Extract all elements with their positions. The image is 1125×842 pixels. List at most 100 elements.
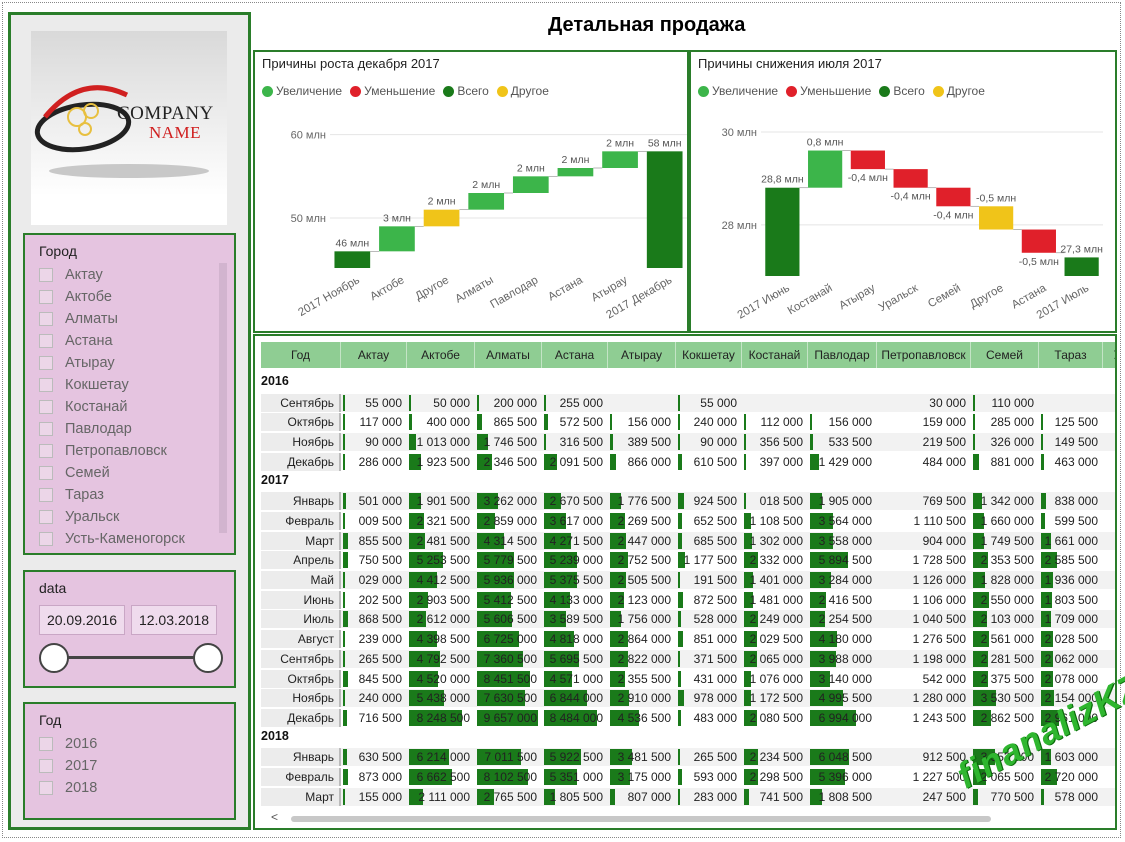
cell-value: 838 000 [1054,494,1098,509]
checkbox-icon[interactable] [39,466,53,480]
waterfall-bar[interactable] [334,251,371,268]
column-header[interactable]: Кокшетау [676,342,742,368]
checkbox-icon[interactable] [39,334,53,348]
column-header[interactable]: У [1103,342,1115,368]
city-option[interactable]: Астана [39,331,113,351]
waterfall-bar[interactable] [936,187,971,207]
year-group-label[interactable]: 2017 [261,472,289,487]
checkbox-icon[interactable] [39,510,53,524]
checkbox-icon[interactable] [39,759,53,773]
checkbox-icon[interactable] [39,444,53,458]
data-label: 3 млн [383,212,411,224]
column-header[interactable]: Петропавловск [877,342,971,368]
waterfall-bar[interactable] [1064,257,1099,276]
value-cell: 3 140 000 [808,669,877,688]
waterfall-bar[interactable] [979,206,1014,230]
month-cell[interactable]: Февраль [261,768,341,786]
month-cell[interactable]: Ноябрь [261,689,341,708]
city-option[interactable]: Петропавловск [39,441,167,461]
column-header[interactable]: Алматы [475,342,542,368]
value-cell: 1 076 000 [742,669,808,688]
city-option[interactable]: Атырау [39,353,115,373]
column-header[interactable]: Костанай [742,342,808,368]
waterfall-bar[interactable] [808,150,843,188]
date-range-start-handle[interactable] [39,643,69,673]
checkbox-icon[interactable] [39,781,53,795]
city-option[interactable]: Уральск [39,507,119,527]
month-cell[interactable]: Май [261,571,341,589]
column-header[interactable]: Актау [341,342,407,368]
checkbox-icon[interactable] [39,737,53,751]
month-cell[interactable]: Сентябрь [261,393,341,412]
scroll-left-icon[interactable]: < [271,810,279,824]
date-to-input[interactable]: 12.03.2018 [131,605,217,635]
month-cell[interactable]: Сентябрь [261,649,341,668]
waterfall-bar[interactable] [850,150,885,170]
date-from-input[interactable]: 20.09.2016 [39,605,125,635]
column-header[interactable]: Астана [542,342,608,368]
city-option[interactable]: Тараз [39,485,104,505]
waterfall-bar[interactable] [512,176,549,193]
year-group-label[interactable]: 2016 [261,374,289,388]
month-cell[interactable]: Март [261,531,341,550]
month-cell[interactable]: Январь [261,748,341,767]
city-option[interactable]: Костанай [39,397,127,417]
city-option[interactable]: Алматы [39,309,118,329]
city-option[interactable]: Кокшетау [39,375,129,395]
waterfall-bar[interactable] [423,209,460,227]
checkbox-icon[interactable] [39,290,53,304]
city-option[interactable]: Актобе [39,287,112,307]
checkbox-icon[interactable] [39,400,53,414]
waterfall-bar[interactable] [602,151,638,168]
value-cell: 1 040 500 [877,610,971,629]
city-option[interactable]: Семей [39,463,110,483]
checkbox-icon[interactable] [39,422,53,436]
waterfall-bar[interactable] [557,168,594,177]
date-range-end-handle[interactable] [193,643,223,673]
month-cell[interactable]: Март [261,787,341,806]
column-header[interactable]: Павлодар [808,342,877,368]
column-header[interactable]: Тараз [1039,342,1103,368]
waterfall-bar[interactable] [646,151,683,268]
value-cell: 156 000 [608,413,676,432]
month-cell[interactable]: Декабрь [261,452,341,471]
checkbox-icon[interactable] [39,378,53,392]
checkbox-icon[interactable] [39,268,53,282]
month-cell[interactable]: Июль [261,610,341,629]
waterfall-bar[interactable] [1021,229,1056,253]
waterfall-bar[interactable] [893,169,928,188]
checkbox-icon[interactable] [39,356,53,370]
checkbox-icon[interactable] [39,532,53,546]
city-slicer-scrollbar[interactable] [219,263,227,533]
city-option[interactable]: Павлодар [39,419,132,439]
column-header[interactable]: Год [261,342,341,368]
month-cell[interactable]: Февраль [261,511,341,530]
value-cell: 3 988 000 [808,649,877,668]
year-option[interactable]: 2017 [39,756,97,776]
city-option[interactable]: Усть-Каменогорск [39,529,185,549]
cell-value: 155 000 [358,789,402,804]
month-cell[interactable]: Январь [261,492,341,511]
waterfall-bar[interactable] [765,187,800,276]
month-cell[interactable]: Июнь [261,590,341,609]
scroll-thumb[interactable] [291,816,991,822]
column-header[interactable]: Актобе [407,342,475,368]
year-option[interactable]: 2018 [39,778,97,798]
waterfall-bar[interactable] [379,226,415,252]
month-cell[interactable]: Ноябрь [261,433,341,452]
column-header[interactable]: Семей [971,342,1039,368]
value-cell: 55 000 [341,393,407,412]
year-option[interactable]: 2016 [39,734,97,754]
month-cell[interactable]: Октябрь [261,413,341,432]
city-option[interactable]: Актау [39,265,103,285]
month-cell[interactable]: Апрель [261,551,341,570]
checkbox-icon[interactable] [39,488,53,502]
month-cell[interactable]: Октябрь [261,669,341,688]
month-cell[interactable]: Декабрь [261,708,341,727]
month-cell[interactable]: Август [261,630,341,649]
waterfall-bar[interactable] [468,193,505,210]
checkbox-icon[interactable] [39,312,53,326]
table-horizontal-scrollbar[interactable]: < [261,810,1111,824]
column-header[interactable]: Атырау [608,342,676,368]
year-group-label[interactable]: 2018 [261,728,289,743]
